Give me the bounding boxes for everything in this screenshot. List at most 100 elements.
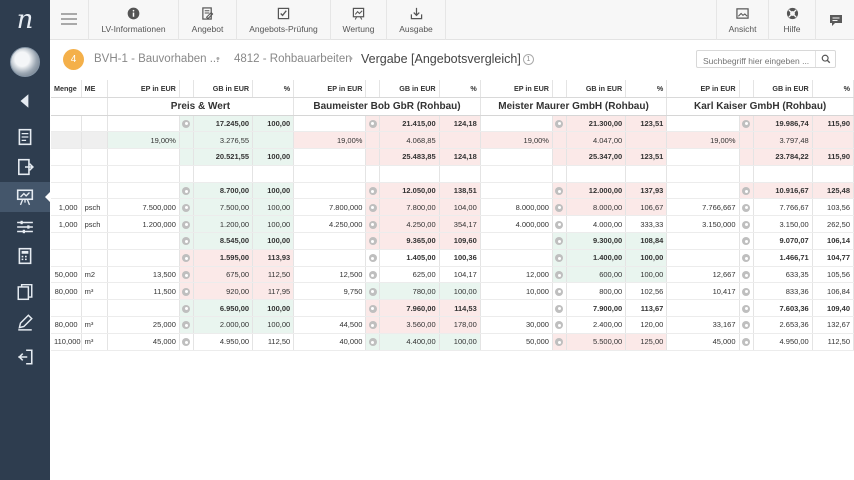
comment-icon[interactable] [365, 266, 381, 284]
comment-icon[interactable] [552, 115, 568, 133]
column-header-ep[interactable]: EP in EUR [293, 80, 367, 98]
table-row-sum[interactable]: 6.950,00 100,00 7.960,00 114,53 7.900,00 113,… [51, 299, 854, 318]
comment-icon[interactable] [179, 215, 194, 234]
table-row-sum[interactable]: 8.545,00 100,00 9.365,00 109,60 9.300,00 108,… [51, 232, 854, 250]
comment-icon[interactable] [739, 249, 754, 267]
comment-icon[interactable] [179, 316, 194, 334]
column-header-pct[interactable]: % [625, 80, 668, 98]
comment-icon[interactable] [552, 232, 568, 250]
comment-icon[interactable] [552, 299, 568, 318]
column-header-pct[interactable]: % [812, 80, 854, 98]
comment-icon[interactable] [739, 282, 754, 301]
table-row-sum[interactable]: 20.521,55 100,00 25.483,85 124,18 25.347,00 1… [51, 148, 854, 166]
column-header-menge[interactable]: Menge [51, 80, 82, 98]
comment-icon[interactable] [739, 215, 754, 234]
comment-icon[interactable] [552, 266, 568, 284]
cell-ep [106, 232, 180, 250]
comment-icon[interactable] [179, 333, 194, 351]
comment-icon[interactable] [179, 198, 194, 217]
comment-icon[interactable] [365, 249, 381, 267]
comment-icon[interactable] [552, 249, 568, 267]
column-header-me[interactable]: ME [81, 80, 108, 98]
comment-icon[interactable] [552, 333, 568, 351]
comment-icon[interactable] [179, 299, 194, 318]
table-row-item[interactable]: 80,000 m³ 25,000 2.000,00 100,00 44,500 3.560,… [51, 316, 854, 334]
chat-icon[interactable] [822, 0, 850, 40]
comment-icon[interactable] [552, 215, 568, 234]
comment-icon[interactable] [365, 232, 381, 250]
comment-icon[interactable] [179, 249, 194, 267]
comment-icon[interactable] [179, 182, 194, 200]
menu-icon[interactable] [61, 13, 77, 27]
angebots-pruefung-button[interactable]: Angebots-Prüfung [236, 0, 330, 40]
comment-icon[interactable] [179, 266, 194, 284]
comment-icon[interactable] [552, 316, 568, 334]
info-badge[interactable]: 1 [523, 54, 534, 65]
table-row-item[interactable]: 80,000 m³ 11,500 920,00 117,95 9,750 780,00 100… [51, 282, 854, 301]
comment-icon[interactable] [365, 299, 381, 318]
comment-icon[interactable] [739, 182, 754, 200]
logout-icon[interactable] [0, 342, 50, 372]
presentation-icon[interactable] [0, 182, 51, 212]
comment-icon[interactable] [552, 282, 568, 301]
table-row-separator[interactable] [51, 165, 854, 183]
column-header-gb[interactable]: GB in EUR [379, 80, 440, 98]
document-icon[interactable] [0, 122, 50, 152]
comment-icon[interactable] [739, 299, 754, 318]
table-row-item[interactable]: 1,000 psch 7.500,000 7.500,00 100,00 7.800,00… [51, 198, 854, 217]
wertung-button[interactable]: Wertung [330, 0, 386, 40]
table-row-sum[interactable]: 8.700,00 100,00 12.050,00 138,51 12.000,00 13… [51, 182, 854, 200]
table-row-sum[interactable]: 1.595,00 113,93 1.405,00 100,36 1.400,00 100,… [51, 249, 854, 267]
pencil-icon[interactable] [0, 307, 50, 337]
comment-icon[interactable] [365, 333, 381, 351]
cell-menge [51, 232, 82, 250]
angebot-button[interactable]: Angebot [178, 0, 236, 40]
comment-icon[interactable] [179, 232, 194, 250]
export-document-icon[interactable] [0, 152, 50, 182]
column-header-pct[interactable]: % [252, 80, 295, 98]
comment-icon[interactable] [179, 282, 194, 301]
search-icon[interactable] [815, 51, 835, 67]
comment-icon[interactable] [365, 282, 381, 301]
comment-icon[interactable] [739, 316, 754, 334]
sliders-icon[interactable] [0, 212, 50, 242]
copy-icon[interactable] [0, 277, 50, 307]
column-header-ep[interactable]: EP in EUR [106, 80, 180, 98]
comment-icon[interactable] [739, 232, 754, 250]
ansicht-button[interactable]: Ansicht [716, 0, 768, 40]
column-header-gb[interactable]: GB in EUR [193, 80, 254, 98]
comment-icon[interactable] [365, 215, 381, 234]
comment-icon[interactable] [552, 182, 568, 200]
calculator-icon[interactable] [0, 241, 50, 271]
comment-icon[interactable] [365, 182, 381, 200]
column-header-ep[interactable]: EP in EUR [479, 80, 553, 98]
lv-informationen-button[interactable]: LV-Informationen [88, 0, 178, 40]
avatar[interactable] [10, 47, 40, 77]
table-row-item[interactable]: 110,000 m³ 45,000 4.950,00 112,50 40,000 4.400… [51, 333, 854, 351]
hilfe-button[interactable]: Hilfe [768, 0, 816, 40]
breadcrumb-lot[interactable]: 4812 - Rohbauarbeiten [234, 53, 352, 65]
column-header-gb[interactable]: GB in EUR [566, 80, 627, 98]
comment-icon[interactable] [739, 333, 754, 351]
column-header-gb[interactable]: GB in EUR [753, 80, 813, 98]
collapse-icon[interactable] [0, 86, 50, 116]
comment-icon[interactable] [365, 316, 381, 334]
comment-icon[interactable] [739, 266, 754, 284]
ausgabe-button[interactable]: Ausgabe [386, 0, 446, 40]
cell-percent [625, 131, 668, 150]
search-input[interactable] [697, 53, 815, 69]
table-row-item[interactable]: 50,000 m2 13,500 675,00 112,50 12,500 625,00 10… [51, 266, 854, 284]
comment-icon[interactable] [739, 115, 754, 133]
column-header-pct[interactable]: % [439, 80, 481, 98]
table-row-vat[interactable]: 19,00% 3.276,55 19,00% 4.068,85 19,00% 4.047,… [51, 131, 854, 150]
table-row-sum[interactable]: 17.245,00 100,00 21.415,00 124,18 21.300,00 1… [51, 115, 854, 133]
column-header-ep[interactable]: EP in EUR [666, 80, 740, 98]
comment-icon[interactable] [552, 198, 568, 217]
comment-icon[interactable] [365, 115, 381, 133]
comment-icon[interactable] [739, 198, 754, 217]
breadcrumb-project[interactable]: BVH-1 - Bauvorhaben ... [94, 53, 220, 65]
app-logo[interactable]: n [16, 5, 34, 35]
table-row-item[interactable]: 1,000 psch 1.200,000 1.200,00 100,00 4.250,00… [51, 215, 854, 234]
comment-icon[interactable] [365, 198, 381, 217]
comment-icon[interactable] [179, 115, 194, 133]
